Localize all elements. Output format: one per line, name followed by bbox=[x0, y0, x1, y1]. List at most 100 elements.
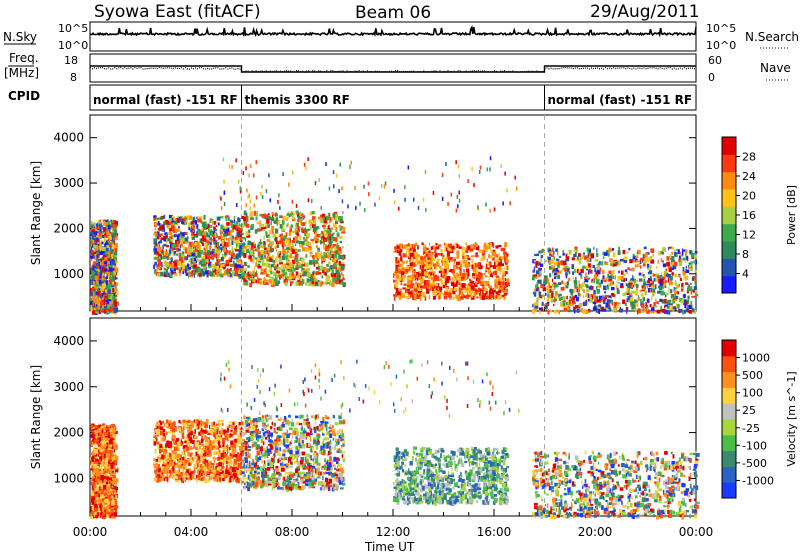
scatter-cell bbox=[400, 276, 405, 282]
scatter-cell bbox=[572, 276, 574, 282]
scatter-cell bbox=[465, 275, 468, 279]
scatter-cell bbox=[406, 286, 410, 289]
scatter-cell bbox=[312, 272, 314, 275]
scatter-cell bbox=[332, 257, 335, 260]
scatter-cell bbox=[497, 263, 500, 267]
scatter-cell bbox=[186, 219, 188, 223]
scatter-cell bbox=[509, 201, 511, 206]
scatter-cell bbox=[433, 288, 435, 293]
scatter-cell bbox=[188, 271, 191, 275]
scatter-cell bbox=[217, 250, 221, 254]
scatter-cell bbox=[229, 243, 231, 247]
scatter-cell bbox=[603, 285, 607, 291]
scatter-cell bbox=[99, 284, 103, 288]
scatter-cell bbox=[399, 288, 402, 293]
scatter-cell bbox=[106, 289, 109, 294]
scatter-cell bbox=[532, 304, 534, 308]
scatter-cell bbox=[614, 275, 616, 280]
scatter-cell bbox=[324, 271, 327, 276]
scatter-cell bbox=[213, 237, 216, 242]
scatter-cell bbox=[443, 273, 447, 277]
scatter-cell bbox=[279, 206, 281, 211]
scatter-cell bbox=[586, 247, 589, 252]
nave-dot bbox=[429, 71, 431, 73]
scatter-cell bbox=[106, 257, 108, 261]
scatter-cell bbox=[654, 305, 658, 308]
scatter-cell bbox=[468, 262, 470, 265]
scatter-cell bbox=[646, 307, 648, 312]
nave-dot bbox=[481, 70, 483, 72]
scatter-cell bbox=[282, 237, 286, 241]
scatter-cell bbox=[411, 283, 415, 289]
scatter-cell bbox=[314, 281, 318, 285]
scatter-cell bbox=[310, 238, 314, 242]
scatter-cell bbox=[176, 228, 180, 232]
nave-dot bbox=[653, 67, 655, 69]
nave-dot bbox=[419, 71, 421, 73]
scatter-cell bbox=[444, 246, 446, 252]
scatter-cell bbox=[686, 248, 688, 253]
scatter-cell bbox=[428, 280, 431, 284]
scatter-cell bbox=[179, 253, 183, 258]
scatter-cell bbox=[691, 256, 695, 259]
scatter-cell bbox=[485, 281, 490, 286]
scatter-cell bbox=[613, 294, 616, 298]
scatter-cell bbox=[676, 248, 678, 251]
scatter-cell bbox=[239, 237, 242, 241]
scatter-cell bbox=[398, 247, 401, 253]
nave-dot bbox=[391, 70, 392, 72]
scatter-cell bbox=[273, 278, 277, 283]
scatter-cell bbox=[210, 219, 214, 223]
scatter-cell bbox=[573, 282, 578, 287]
scatter-cell bbox=[255, 216, 258, 221]
nave-dot bbox=[599, 68, 600, 70]
scatter-cell bbox=[400, 273, 403, 278]
scatter-cell bbox=[248, 173, 250, 178]
scatter-cell bbox=[304, 262, 309, 267]
scatter-cell bbox=[690, 290, 692, 295]
scatter-cell bbox=[111, 261, 115, 266]
scatter-cell bbox=[233, 263, 236, 268]
scatter-cell bbox=[608, 278, 613, 282]
scatter-cell bbox=[245, 223, 250, 228]
scatter-cell bbox=[274, 267, 276, 271]
scatter-cell bbox=[271, 212, 273, 218]
scatter-cell bbox=[554, 294, 558, 299]
scatter-cell bbox=[618, 260, 622, 266]
scatter-cell bbox=[577, 292, 581, 297]
scatter-cell bbox=[586, 275, 588, 278]
scatter-cell bbox=[491, 274, 493, 278]
nave-dot bbox=[205, 68, 207, 70]
scatter-cell bbox=[547, 256, 551, 260]
scatter-cell bbox=[295, 225, 297, 231]
scatter-cell bbox=[262, 245, 266, 249]
scatter-cell bbox=[407, 165, 410, 170]
scatter-cell bbox=[596, 299, 600, 303]
nave-dot bbox=[494, 70, 495, 72]
nave-dot bbox=[413, 70, 415, 72]
nave-dot bbox=[639, 67, 641, 69]
scatter-cell bbox=[336, 274, 341, 280]
scatter-cell bbox=[231, 165, 233, 170]
scatter-cell bbox=[464, 255, 468, 259]
scatter-cell bbox=[323, 232, 327, 237]
scatter-cell bbox=[203, 215, 206, 220]
scatter-cell bbox=[260, 258, 263, 261]
scatter-cell bbox=[155, 254, 158, 259]
scatter-cell bbox=[187, 236, 189, 239]
scatter-cell bbox=[229, 220, 234, 224]
scatter-cell bbox=[232, 260, 235, 265]
scatter-cell bbox=[600, 279, 603, 284]
scatter-cell bbox=[304, 231, 308, 236]
scatter-cell bbox=[558, 293, 562, 297]
scatter-cell bbox=[109, 301, 112, 306]
scatter-cell bbox=[218, 247, 220, 251]
nave-dot bbox=[479, 70, 481, 72]
scatter-cell bbox=[494, 261, 496, 266]
scatter-cell bbox=[467, 257, 471, 261]
scatter-cell bbox=[557, 270, 562, 274]
scatter-cell bbox=[169, 273, 173, 276]
scatter-cell bbox=[167, 223, 170, 226]
scatter-cell bbox=[637, 296, 640, 301]
scatter-cell bbox=[622, 249, 626, 255]
